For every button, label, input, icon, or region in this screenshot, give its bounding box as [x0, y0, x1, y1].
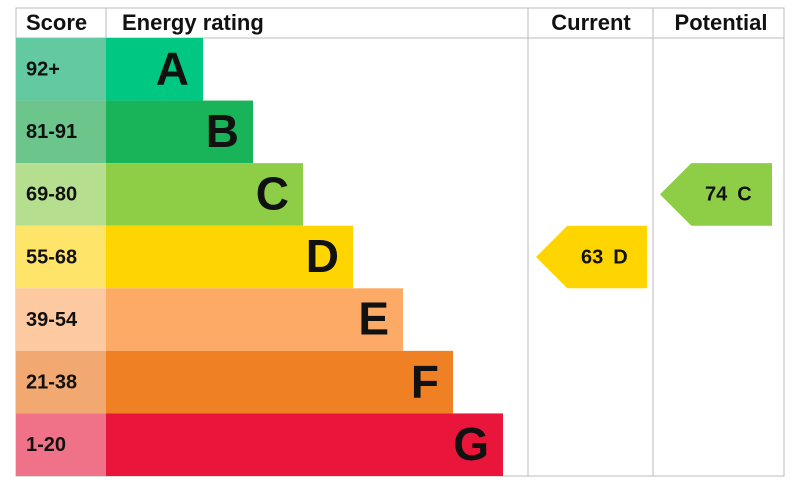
score-range: 21-38	[26, 371, 77, 393]
rating-bar	[106, 225, 353, 289]
current-arrow	[536, 225, 647, 289]
rating-bar	[106, 163, 303, 226]
score-cell	[16, 350, 106, 414]
potential-arrow	[660, 163, 772, 226]
score-cell	[16, 288, 106, 351]
rating-letter: G	[453, 418, 489, 470]
rating-bar	[106, 38, 203, 101]
current-rating: D	[613, 246, 627, 268]
score-cell	[16, 413, 106, 476]
rating-bar	[106, 350, 453, 414]
rating-letter: E	[358, 293, 389, 345]
score-range: 1-20	[26, 434, 66, 456]
rating-bar	[106, 288, 403, 351]
current-value: 63	[581, 246, 603, 268]
rating-bar	[106, 100, 253, 164]
header-score: Score	[26, 10, 87, 35]
rating-letter: D	[306, 230, 339, 282]
score-cell	[16, 225, 106, 289]
score-cell	[16, 38, 106, 101]
rating-bar	[106, 413, 503, 476]
score-range: 39-54	[26, 309, 78, 331]
rating-letter: B	[206, 105, 239, 157]
header-potential: Potential	[675, 10, 768, 35]
potential-rating: C	[737, 184, 751, 206]
potential-value: 74	[705, 184, 728, 206]
header-current: Current	[551, 10, 631, 35]
rating-letter: F	[411, 355, 439, 407]
header-rating: Energy rating	[122, 10, 264, 35]
rating-letter: A	[156, 42, 189, 94]
score-range: 81-91	[26, 121, 77, 143]
score-range: 55-68	[26, 246, 77, 268]
score-range: 92+	[26, 59, 60, 81]
rating-letter: C	[256, 168, 289, 220]
score-range: 69-80	[26, 184, 77, 206]
score-cell	[16, 100, 106, 164]
score-cell	[16, 163, 106, 226]
